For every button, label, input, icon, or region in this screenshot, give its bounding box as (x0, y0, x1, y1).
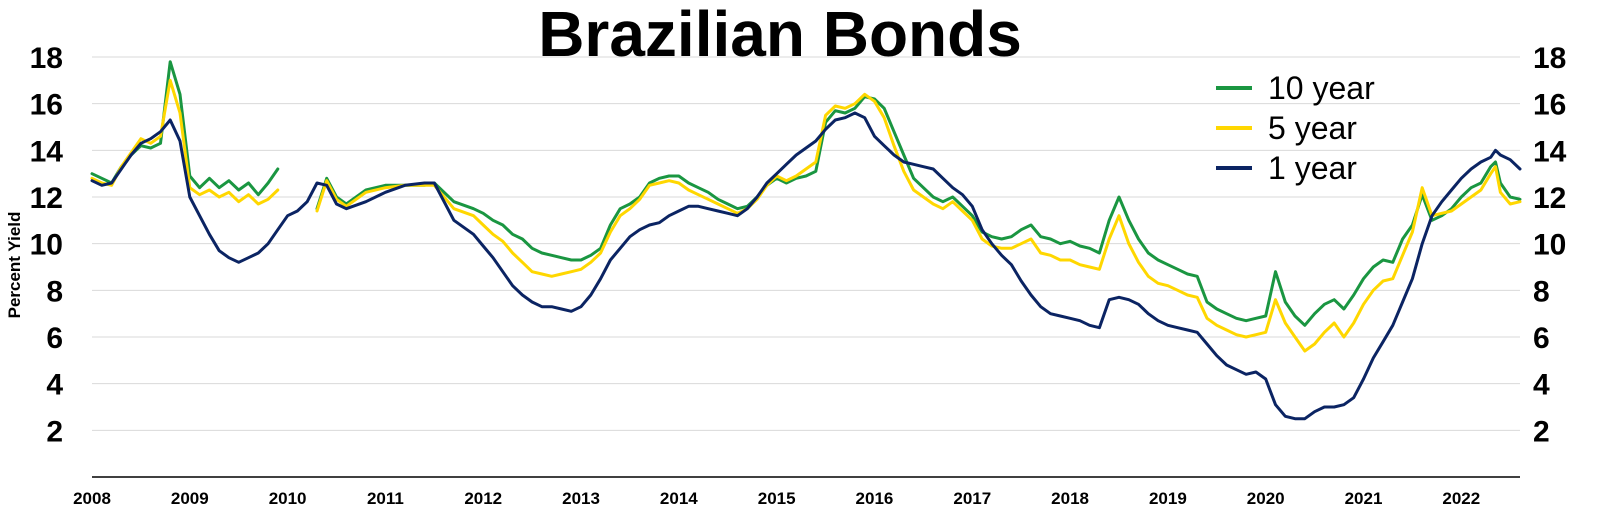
series-lines (90, 60, 1522, 421)
y-tick-label-left: 12 (30, 182, 63, 215)
x-tick-label: 2018 (1051, 489, 1089, 508)
y-tick-label-right: 18 (1533, 42, 1566, 75)
y-tick-label-right: 4 (1533, 369, 1550, 402)
legend: 10 year 5 year 1 year (1216, 70, 1375, 186)
y-tick-label-right: 12 (1533, 182, 1566, 215)
x-tick-label: 2009 (171, 489, 209, 508)
y-tick-label-left: 8 (46, 275, 63, 308)
chart-title: Brazilian Bonds (538, 0, 1022, 70)
x-tick-label: 2012 (464, 489, 502, 508)
y-tick-label-right: 2 (1533, 415, 1550, 448)
x-tick-label: 2008 (73, 489, 111, 508)
x-tick-label: 2011 (367, 489, 404, 508)
y-tick-label-right: 6 (1533, 322, 1550, 355)
y-tick-label-left: 2 (46, 415, 63, 448)
x-tick-label: 2021 (1345, 489, 1383, 508)
x-tick-label: 2022 (1442, 489, 1480, 508)
y-tick-label-left: 6 (46, 322, 63, 355)
x-tick-label: 2019 (1149, 489, 1187, 508)
axes: 2 2 4 4 6 6 8 8 10 10 12 12 14 14 16 16 18 18 2008 2009 2010… (30, 42, 1567, 508)
y-tick-label-left: 4 (46, 369, 63, 402)
x-tick-label: 2015 (758, 489, 796, 508)
y-tick-label-right: 16 (1533, 89, 1566, 122)
x-tick-label: 2010 (269, 489, 307, 508)
y-axis-label: Percent Yield (5, 212, 24, 319)
legend-label: 5 year (1268, 110, 1357, 146)
x-tick-label: 2017 (953, 489, 991, 508)
y-tick-label-left: 16 (30, 89, 63, 122)
y-tick-label-right: 10 (1533, 229, 1566, 262)
x-tick-label: 2013 (562, 489, 600, 508)
y-tick-label-left: 18 (30, 42, 63, 75)
y-tick-label-left: 10 (30, 229, 63, 262)
series-line (315, 95, 1522, 327)
gridlines (92, 56, 1520, 431)
y-tick-label-right: 8 (1533, 275, 1550, 308)
series-line (90, 111, 1522, 421)
x-tick-label: 2016 (856, 489, 894, 508)
legend-label: 10 year (1268, 70, 1375, 106)
legend-label: 1 year (1268, 150, 1357, 186)
series-line (315, 92, 1522, 353)
x-tick-label: 2014 (660, 489, 698, 508)
x-tick-label: 2020 (1247, 489, 1285, 508)
y-tick-label-right: 14 (1533, 135, 1567, 168)
y-tick-label-left: 14 (30, 135, 64, 168)
